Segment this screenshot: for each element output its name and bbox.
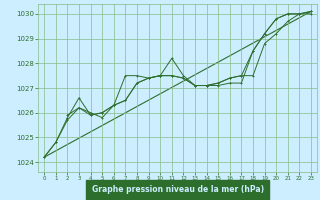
X-axis label: Graphe pression niveau de la mer (hPa): Graphe pression niveau de la mer (hPa) (92, 185, 264, 194)
